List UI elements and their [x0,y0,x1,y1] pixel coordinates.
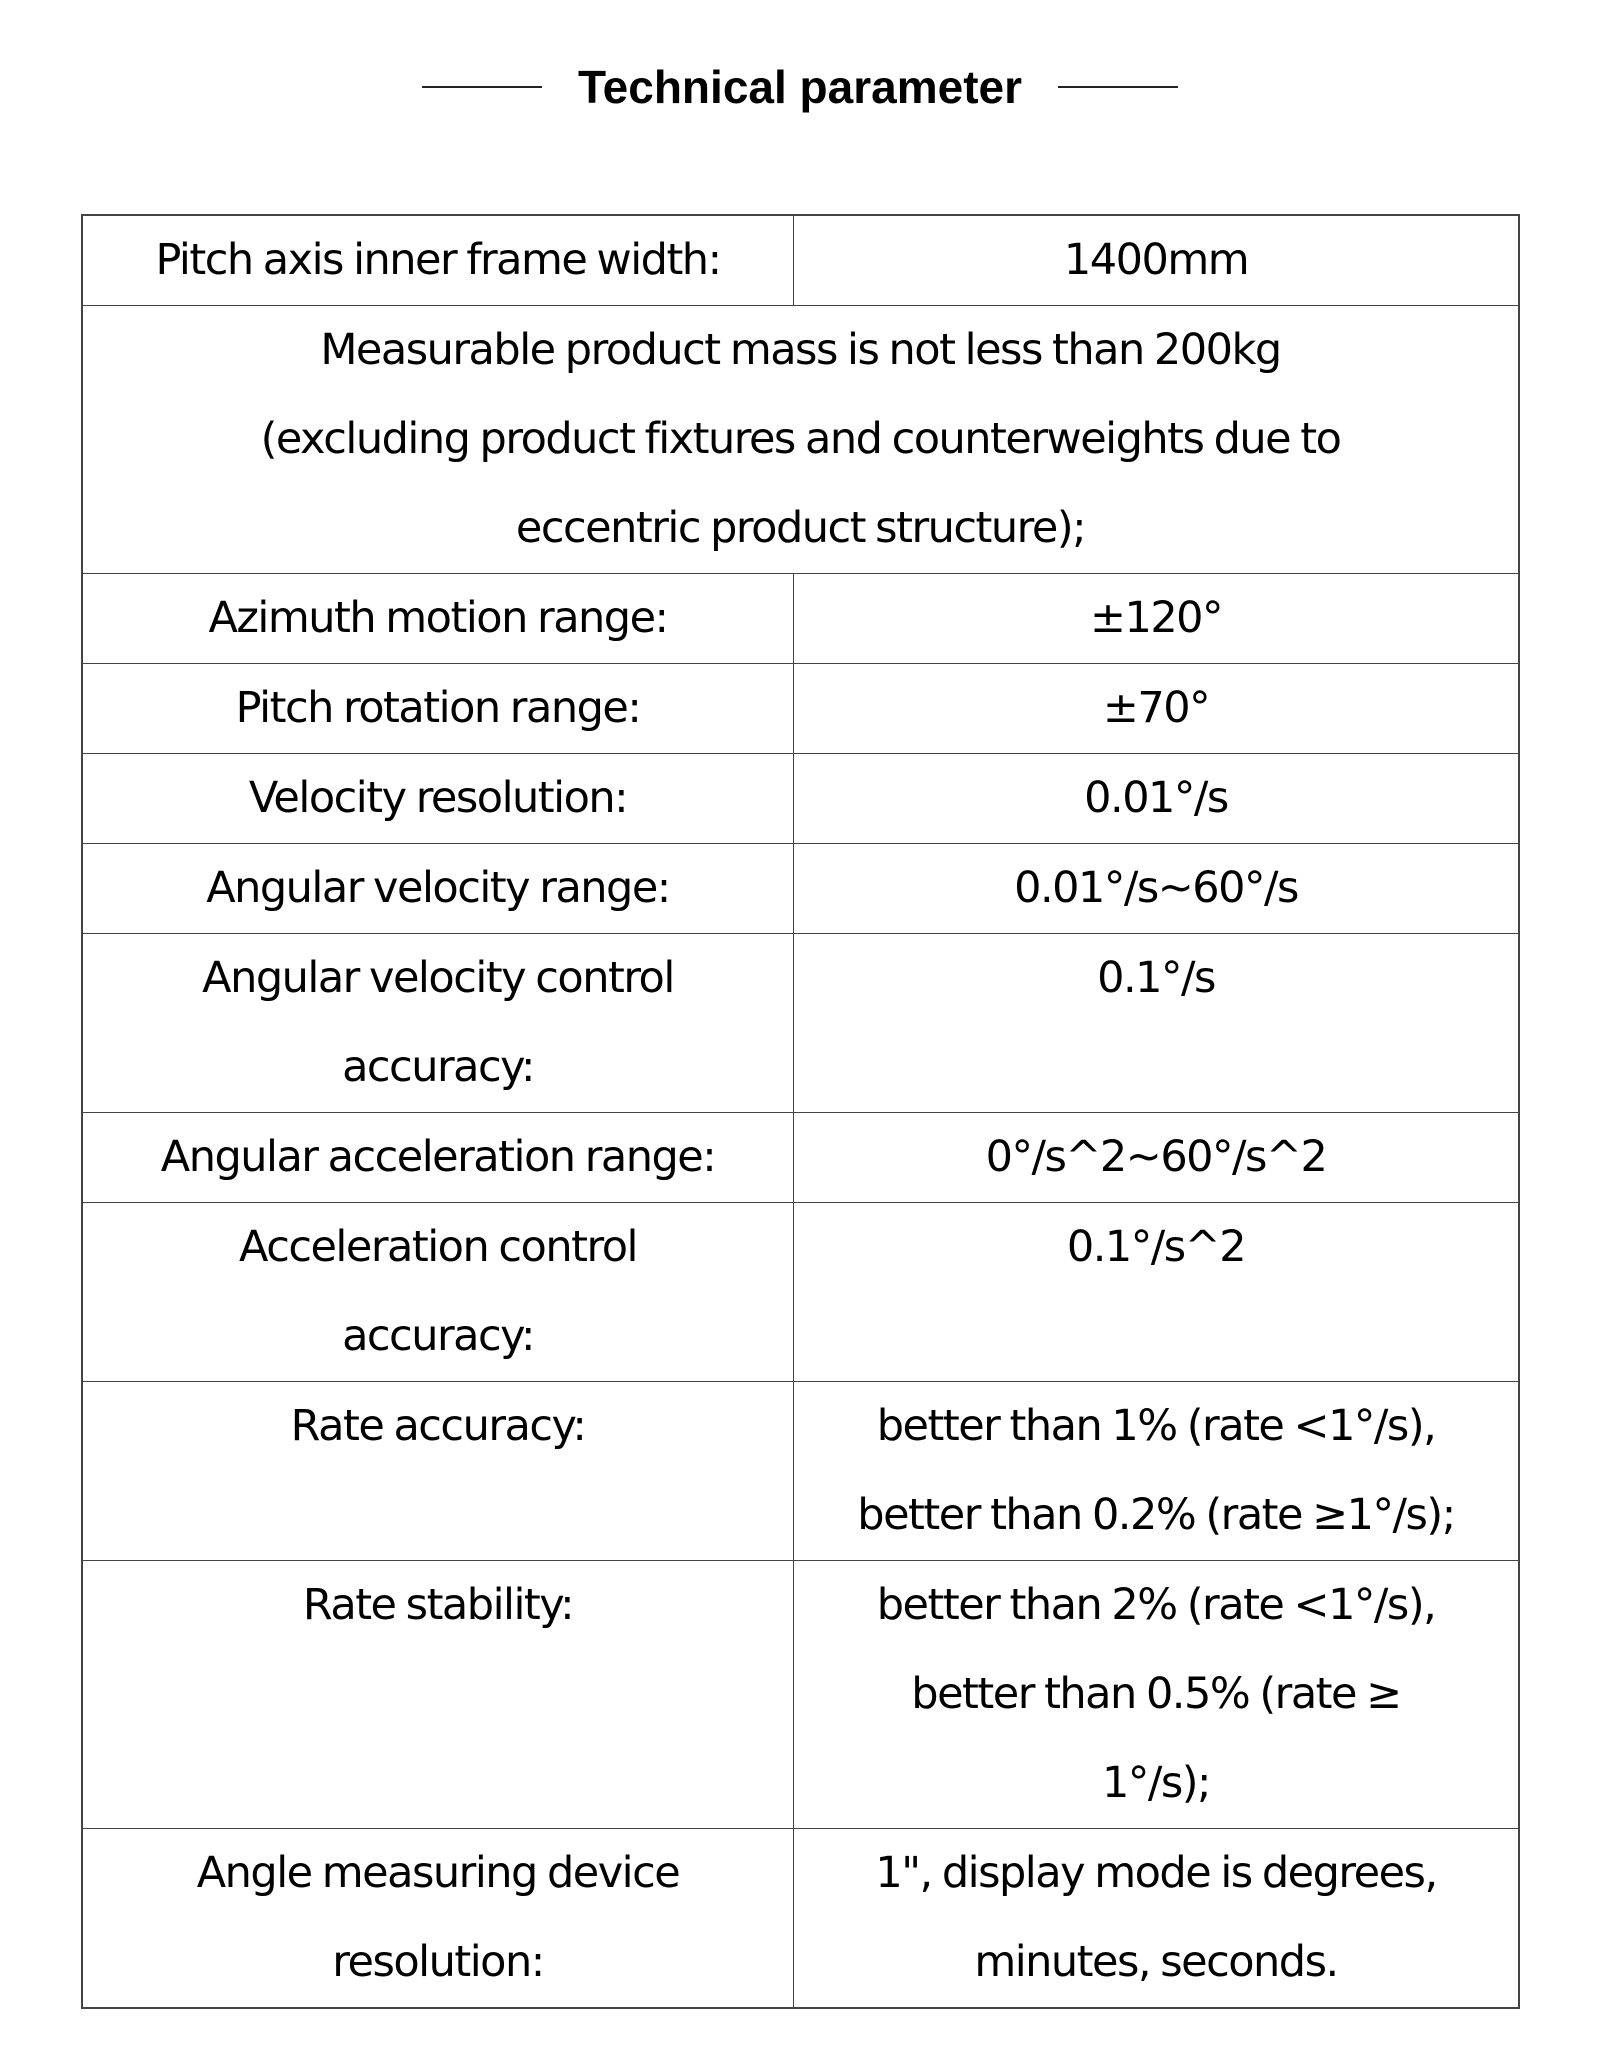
parameter-label: Angular velocity range: [81,843,794,934]
parameter-value-line: ±70° [1102,683,1211,733]
parameter-value: 1400mm [793,214,1520,306]
parameter-label: Rate stability: [81,1560,794,1829]
parameter-label: Angle measuring device resolution: [81,1828,794,2009]
parameter-value: 0.1°/s^2 [793,1202,1520,1382]
table-row: Angular velocity control accuracy: 0.1°/s [81,933,1520,1113]
parameter-value-line: better than 1% (rate <1°/s), [876,1401,1437,1451]
table-row: Pitch rotation range: ±70° [81,663,1520,754]
parameter-value-line: 0.1°/s^2 [1066,1222,1247,1272]
table-row: Acceleration control accuracy: 0.1°/s^2 [81,1202,1520,1382]
parameter-value: better than 1% (rate <1°/s), better than … [793,1381,1520,1561]
technical-parameter-table: Pitch axis inner frame width: 1400mm Measu… [81,214,1520,2009]
table-row: Velocity resolution: 0.01°/s [81,753,1520,844]
section-header: Technical parameter [0,52,1600,122]
parameter-label-line: accuracy: [342,1311,535,1361]
parameter-value: ±70° [793,663,1520,754]
parameter-label-line: Angle measuring device [196,1848,681,1898]
parameter-label-line: Acceleration control [239,1222,638,1272]
table-row: Azimuth motion range: ±120° [81,573,1520,664]
parameter-label-line: Pitch rotation range: [235,683,642,733]
parameter-label: Angular acceleration range: [81,1112,794,1203]
parameter-label: Azimuth motion range: [81,573,794,664]
parameter-value: 0.01°/s~60°/s [793,843,1520,934]
parameter-note-line: Measurable product mass is not less than… [320,325,1282,375]
parameter-value: better than 2% (rate <1°/s), better than … [793,1560,1520,1829]
parameter-note-line: (excluding product fixtures and counterw… [260,414,1342,464]
parameter-label: Pitch rotation range: [81,663,794,754]
parameter-label: Angular velocity control accuracy: [81,933,794,1113]
parameter-label-line: Pitch axis inner frame width: [155,235,722,285]
parameter-value: 1", display mode is degrees, minutes, sec… [793,1828,1520,2009]
table-row: Angle measuring device resolution: 1", dis… [81,1828,1520,2009]
parameter-value-line: 0.01°/s [1084,773,1229,823]
table-row: Rate stability: better than 2% (rate <1°/… [81,1560,1520,1829]
table-row: Angular velocity range: 0.01°/s~60°/s [81,843,1520,934]
parameter-label: Velocity resolution: [81,753,794,844]
parameter-value: 0°/s^2~60°/s^2 [793,1112,1520,1203]
parameter-label-line: Angular velocity range: [206,863,671,913]
page-title: Technical parameter [577,61,1022,113]
parameter-value-line: 0.01°/s~60°/s [1014,863,1299,913]
table-row: Measurable product mass is not less than… [81,305,1520,574]
parameter-label-line: Rate stability: [302,1580,575,1630]
parameter-label-line: Angular velocity control [202,953,675,1003]
parameter-value-line: 0°/s^2~60°/s^2 [985,1132,1328,1182]
parameter-label-line: Rate accuracy: [290,1401,587,1451]
parameter-value: 0.01°/s [793,753,1520,844]
parameter-value-line: 1°/s); [1101,1758,1212,1808]
parameter-label: Pitch axis inner frame width: [81,214,794,306]
table-row: Angular acceleration range: 0°/s^2~60°/s^… [81,1112,1520,1203]
parameter-value-line: ±120° [1089,593,1224,643]
parameter-value-line: better than 0.2% (rate ≥1°/s); [857,1490,1456,1540]
title-rule-left [421,86,542,88]
parameter-label: Acceleration control accuracy: [81,1202,794,1382]
parameter-value: ±120° [793,573,1520,664]
parameter-label-line: resolution: [332,1937,545,1987]
parameter-note-line: eccentric product structure); [515,503,1087,553]
parameter-value-line: 1400mm [1063,235,1250,285]
parameter-value-line: better than 2% (rate <1°/s), [876,1580,1437,1630]
parameter-value-line: better than 0.5% (rate ≥ [911,1669,1402,1719]
parameter-value-line: 1", display mode is degrees, [875,1848,1438,1898]
table-row: Rate accuracy: better than 1% (rate <1°/s… [81,1381,1520,1561]
parameter-label-line: Azimuth motion range: [208,593,669,643]
parameter-label: Rate accuracy: [81,1381,794,1561]
parameter-value: 0.1°/s [793,933,1520,1113]
parameter-label-line: accuracy: [342,1042,535,1092]
title-rule-right [1058,86,1178,88]
table-row: Pitch axis inner frame width: 1400mm [81,214,1520,306]
table-body: Pitch axis inner frame width: 1400mm Measu… [81,214,1520,2009]
parameter-value-line: minutes, seconds. [974,1937,1339,1987]
parameter-note: Measurable product mass is not less than… [81,305,1520,574]
parameter-label-line: Angular acceleration range: [160,1132,717,1182]
parameter-value-line: 0.1°/s [1097,953,1216,1003]
parameter-label-line: Velocity resolution: [248,773,629,823]
